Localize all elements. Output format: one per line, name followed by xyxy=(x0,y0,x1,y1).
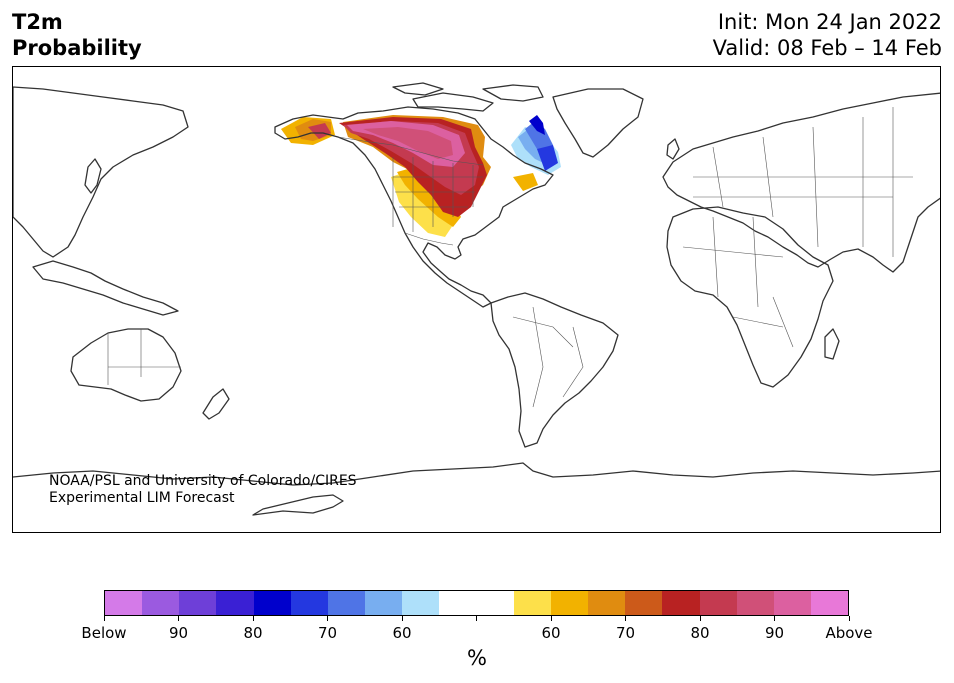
coast-japan xyxy=(84,158,102,194)
shade-alaska-inner xyxy=(308,123,331,139)
coast-antarctic-shelf xyxy=(252,494,344,516)
colorbar-tick-label: 70 xyxy=(317,624,338,642)
colorbar-tick-label: 60 xyxy=(392,624,412,642)
product-label: Probability xyxy=(12,36,142,60)
colorbar-tick-label: 80 xyxy=(690,624,710,642)
colorbar-swatch xyxy=(773,591,811,615)
colorbar-swatch xyxy=(588,591,626,615)
colorbar-swatch xyxy=(476,591,514,615)
coast-new-zealand xyxy=(202,388,230,420)
colorbar-swatch xyxy=(625,591,663,615)
colorbar-tick-label: 90 xyxy=(168,624,189,642)
coast-eurasia xyxy=(662,92,940,273)
map-title-right: Init: Mon 24 Jan 2022 Valid: 08 Feb – 14… xyxy=(713,9,942,61)
forecast-credit: NOAA/PSL and University of Colorado/CIRE… xyxy=(49,473,357,507)
colorbar-swatch xyxy=(513,591,551,615)
variable-label: T2m xyxy=(12,10,63,34)
colorbar-tick xyxy=(699,616,701,621)
shade-na-pinkcore xyxy=(363,127,453,159)
colorbar-tick-label: 60 xyxy=(541,624,561,642)
border-na-states xyxy=(392,157,483,232)
valid-period-label: Valid: 08 Feb – 14 Feb xyxy=(712,36,942,60)
colorbar-swatch xyxy=(439,591,477,615)
border-us-canada xyxy=(337,136,484,166)
border-us-mexico xyxy=(404,232,454,246)
colorbar-swatch xyxy=(216,591,254,615)
probability-shading xyxy=(281,115,561,237)
coast-south-america xyxy=(490,292,619,448)
colorbar-tick-label: 90 xyxy=(764,624,785,642)
colorbar-tick xyxy=(848,616,850,621)
colorbar-tick xyxy=(550,616,552,621)
map-title-left: T2m Probability xyxy=(12,9,142,61)
colorbar-swatch xyxy=(105,591,143,615)
shade-ec-deep xyxy=(529,115,545,135)
colorbar-swatch xyxy=(290,591,328,615)
colorbar-tick-label: Above xyxy=(825,624,873,642)
coast-north-america xyxy=(274,106,554,308)
shade-ne-orange xyxy=(513,173,538,191)
colorbar-swatch xyxy=(736,591,774,615)
colorbar-swatch xyxy=(699,591,737,615)
coast-east-asia xyxy=(13,86,189,258)
colorbar-tick-label: 80 xyxy=(243,624,263,642)
coast-greenland xyxy=(552,88,644,158)
coast-madagascar xyxy=(824,328,840,360)
colorbar-swatch xyxy=(550,591,589,615)
coast-uk xyxy=(666,138,680,160)
coast-arctic-islands xyxy=(392,82,544,112)
colorbar-swatch xyxy=(142,591,180,615)
colorbar-tick xyxy=(103,616,105,621)
colorbar-swatch xyxy=(253,591,291,615)
coastlines xyxy=(13,82,940,516)
coast-australia xyxy=(70,328,182,402)
shade-na-yellow xyxy=(391,171,453,237)
init-date-label: Init: Mon 24 Jan 2022 xyxy=(717,10,942,34)
probability-colorbar xyxy=(104,590,849,616)
colorbar-tick xyxy=(327,616,328,621)
border-eurasia xyxy=(693,107,913,257)
colorbar-swatch xyxy=(810,591,849,615)
coast-se-asia xyxy=(32,260,179,316)
colorbar-tick xyxy=(774,616,775,621)
map-canvas xyxy=(13,82,940,516)
colorbar-tick xyxy=(476,616,477,621)
colorbar-tick xyxy=(178,616,179,621)
border-australia xyxy=(107,329,181,385)
colorbar-tick xyxy=(252,616,254,621)
credit-line-1: NOAA/PSL and University of Colorado/CIRE… xyxy=(49,473,357,489)
colorbar-tick xyxy=(401,616,403,621)
shade-ec-east xyxy=(537,145,558,171)
borders xyxy=(107,107,913,408)
credit-line-2: Experimental LIM Forecast xyxy=(49,490,235,506)
coast-antarctica xyxy=(13,462,940,486)
colorbar-tick-label: 70 xyxy=(615,624,636,642)
colorbar-tick-label: Below xyxy=(81,624,127,642)
colorbar-tick xyxy=(625,616,626,621)
coast-africa xyxy=(666,206,834,388)
world-map xyxy=(12,66,941,533)
colorbar-swatch xyxy=(179,591,217,615)
colorbar-swatch xyxy=(402,591,440,615)
border-south-america xyxy=(512,306,584,408)
colorbar-swatch xyxy=(662,591,700,615)
colorbar-swatch xyxy=(327,591,366,615)
border-africa xyxy=(682,216,794,348)
colorbar-unit-label: % xyxy=(467,646,487,670)
colorbar-swatch xyxy=(365,591,403,615)
